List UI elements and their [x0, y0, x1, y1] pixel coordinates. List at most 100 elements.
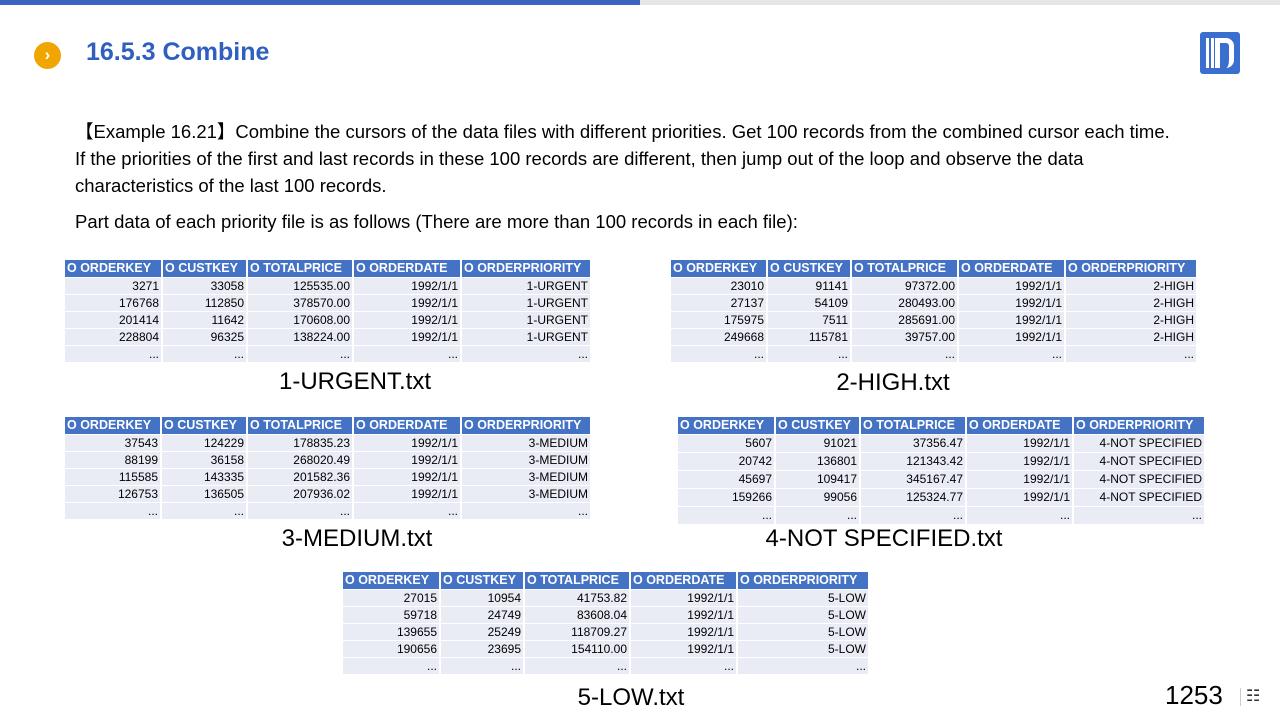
table-cell: 23695 [440, 639, 525, 657]
column-header: O ORDERPRIORITY [1065, 260, 1198, 277]
table-row: ............... [65, 501, 592, 519]
table-cell: ... [440, 656, 525, 674]
table-cell: 99056 [775, 487, 861, 506]
table-cell: 1992/1/1 [630, 622, 738, 640]
table-row: 27137 54109 280493.00 1992/1/1 2-HIGH [671, 293, 1198, 311]
table-row: 201414 11642 170608.00 1992/1/1 1-URGENT [65, 310, 592, 328]
table-cell: 33058 [162, 276, 248, 294]
column-header: O CUSTKEY [162, 260, 248, 277]
table-cell: 27137 [671, 293, 768, 311]
table-cell: ... [737, 656, 870, 674]
table-cell: ... [461, 501, 592, 519]
table-row: 5607 91021 37356.47 1992/1/1 4-NOT SPECIFIED [678, 433, 1206, 452]
table-cell: 39757.00 [851, 327, 959, 345]
column-header: O ORDERKEY [343, 572, 441, 589]
column-header: O TOTALPRICE [524, 572, 631, 589]
page-number: 1253 [1165, 680, 1223, 710]
table-cell: 91141 [767, 276, 852, 294]
header-row: O ORDERKEY O CUSTKEY O TOTALPRICE O ORDERDA… [65, 417, 592, 434]
table-cell: 109417 [775, 469, 861, 488]
header-row: O ORDERKEY O CUSTKEY O TOTALPRICE O ORDERDA… [65, 260, 592, 277]
table-caption: 4-NOT SPECIFIED.txt [765, 525, 1003, 552]
table-cell: 1992/1/1 [353, 327, 462, 345]
table-cell: 190656 [343, 639, 441, 657]
table-cell: 136801 [775, 451, 861, 470]
column-header: O ORDERKEY [65, 260, 163, 277]
table-cell: ... [775, 505, 861, 524]
table-cell: 4-NOT SPECIFIED [1073, 451, 1206, 470]
table-cell: 96325 [162, 327, 248, 345]
table-cell: 285691.00 [851, 310, 959, 328]
table-row: 37543 124229 178835.23 1992/1/1 3-MEDIUM [65, 433, 592, 451]
table-cell: ... [958, 344, 1066, 362]
table-row: ............... [671, 344, 1198, 362]
table-caption: 5-LOW.txt [577, 684, 685, 711]
table-row: 59718 24749 83608.04 1992/1/1 5-LOW [343, 605, 870, 623]
table-cell: 125324.77 [860, 487, 967, 506]
table-cell: ... [461, 344, 592, 362]
column-header: O ORDERDATE [353, 417, 462, 434]
table-cell: 1-URGENT [461, 293, 592, 311]
column-header: O TOTALPRICE [851, 260, 959, 277]
table-cell: 7511 [767, 310, 852, 328]
column-header: O CUSTKEY [775, 417, 861, 434]
column-header: O ORDERKEY [671, 260, 768, 277]
table-cell: ... [65, 501, 162, 519]
table-cell: 25249 [440, 622, 525, 640]
progress-fill [0, 0, 640, 5]
table-cell: 143335 [161, 467, 248, 485]
table-cell: 138224.00 [247, 327, 354, 345]
table-cell: 1992/1/1 [966, 469, 1074, 488]
table-cell: 154110.00 [524, 639, 631, 657]
table-cell: 54109 [767, 293, 852, 311]
chevron-right-icon: › [34, 42, 61, 69]
header-row: O ORDERKEY O CUSTKEY O TOTALPRICE O ORDERDA… [343, 572, 870, 589]
table-row: 175975 7511 285691.00 1992/1/1 2-HIGH [671, 310, 1198, 328]
slide-nav-icon[interactable]: ☷ [1246, 688, 1261, 705]
table-row: 20742 136801 121343.42 1992/1/1 4-NOT SPECIF… [678, 451, 1206, 470]
table-cell: 1992/1/1 [353, 293, 462, 311]
table-cell: 2-HIGH [1065, 327, 1198, 345]
table-cell: 159266 [678, 487, 776, 506]
divider [1240, 688, 1241, 706]
column-header: O TOTALPRICE [247, 417, 354, 434]
table-cell: 4-NOT SPECIFIED [1073, 433, 1206, 452]
table-cell: 1992/1/1 [958, 310, 1066, 328]
slide-progress-bar [0, 0, 1280, 5]
table-row: 176768 112850 378570.00 1992/1/1 1-URGENT [65, 293, 592, 311]
table-cell: 5607 [678, 433, 776, 452]
table-cell: 10954 [440, 588, 525, 606]
table-row: 115585 143335 201582.36 1992/1/1 3-MEDIUM [65, 467, 592, 485]
table-cell: 1992/1/1 [966, 433, 1074, 452]
table-cell: 37356.47 [860, 433, 967, 452]
table-cell: 4-NOT SPECIFIED [1073, 469, 1206, 488]
table-cell: 1992/1/1 [353, 450, 462, 468]
header-row: O ORDERKEY O CUSTKEY O TOTALPRICE O ORDERDA… [671, 260, 1198, 277]
table-row: 23010 91141 97372.00 1992/1/1 2-HIGH [671, 276, 1198, 294]
page-title: 16.5.3 Combine [86, 38, 270, 66]
table-cell: 3-MEDIUM [461, 484, 592, 502]
column-header: O CUSTKEY [161, 417, 248, 434]
table-cell: 1992/1/1 [353, 467, 462, 485]
data-table: O ORDERKEY O CUSTKEY O TOTALPRICE O ORDERDA… [671, 260, 1198, 362]
table-row: 228804 96325 138224.00 1992/1/1 1-URGENT [65, 327, 592, 345]
table-cell: 37543 [65, 433, 162, 451]
table-cell: 1992/1/1 [966, 487, 1074, 506]
table-cell: 36158 [161, 450, 248, 468]
table-cell: ... [767, 344, 852, 362]
table-row: 126753 136505 207936.02 1992/1/1 3-MEDIUM [65, 484, 592, 502]
table-cell: 83608.04 [524, 605, 631, 623]
table-cell: 126753 [65, 484, 162, 502]
intro-paragraph: Part data of each priority file is as fo… [75, 211, 798, 232]
table-cell: ... [678, 505, 776, 524]
table-cell: 136505 [161, 484, 248, 502]
table-cell: ... [851, 344, 959, 362]
table-cell: 1992/1/1 [630, 639, 738, 657]
table-cell: 124229 [161, 433, 248, 451]
table-row: 27015 10954 41753.82 1992/1/1 5-LOW [343, 588, 870, 606]
table-row: ............... [678, 505, 1206, 524]
table-cell: 4-NOT SPECIFIED [1073, 487, 1206, 506]
table-cell: 5-LOW [737, 605, 870, 623]
table-row: 159266 99056 125324.77 1992/1/1 4-NOT SPECIF… [678, 487, 1206, 506]
table-cell: 125535.00 [247, 276, 354, 294]
